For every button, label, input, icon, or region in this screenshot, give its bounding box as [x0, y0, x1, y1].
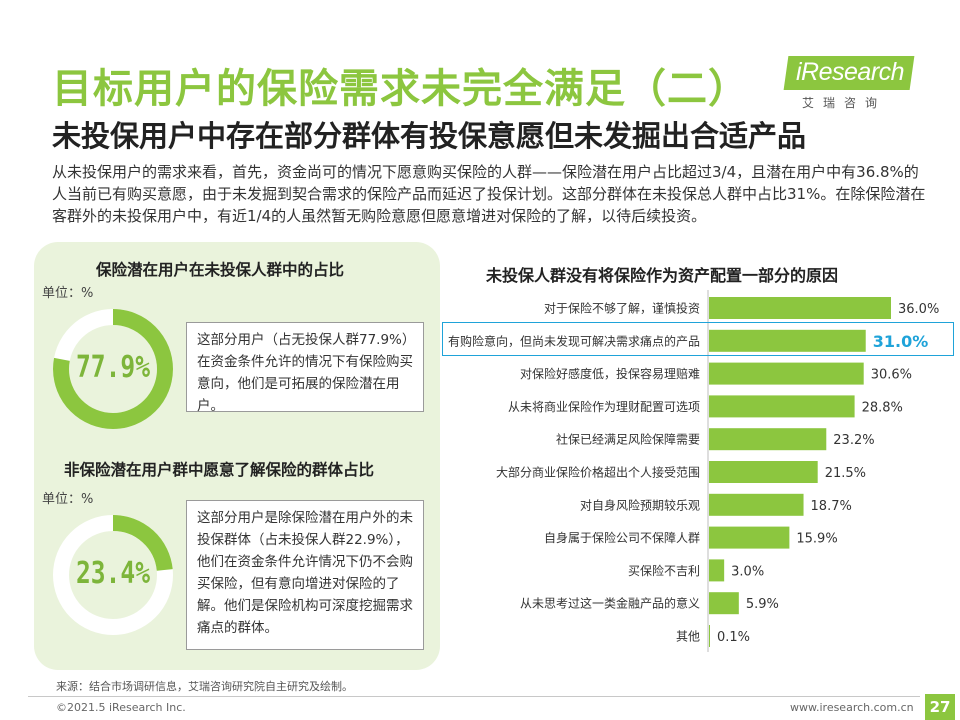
bar: [709, 362, 864, 385]
page-subtitle: 未投保用户中存在部分群体有投保意愿但未发掘出合适产品: [52, 119, 807, 153]
bar: [709, 493, 804, 516]
bar: [709, 297, 891, 319]
panel1-info-box: 这部分用户（占无投保人群77.9%）在资金条件允许的情况下有保险购买意向，他们是…: [186, 322, 424, 414]
panel2-title: 非保险潜在用户群中愿意了解保险的群体占比: [64, 461, 375, 479]
copyright: ©2021.5 iResearch Inc.: [56, 701, 186, 714]
bar: [709, 592, 739, 615]
logo-cn-text: 艾瑞咨询: [802, 96, 887, 110]
panel1-unit: 单位：%: [42, 286, 94, 301]
bar: [709, 461, 818, 483]
panel1-value: 77.9%: [75, 350, 151, 385]
value-label: 23.2%: [833, 433, 874, 448]
category-label: 买保险不吉利: [628, 563, 700, 578]
bar: [709, 329, 866, 352]
value-label: 30.6%: [871, 368, 912, 383]
left-panel: 保险潜在用户在未投保人群中的占比 单位：% 77.9% 这部分用户（占无投保人群…: [34, 242, 440, 670]
value-label: 5.9%: [746, 597, 779, 612]
donut-fill: [53, 309, 173, 429]
panel1-title: 保险潜在用户在未投保人群中的占比: [96, 261, 345, 279]
panel2-value: 23.4%: [75, 556, 151, 591]
page-title: 目标用户的保险需求未完全满足（二）: [52, 66, 749, 112]
value-label: 36.0%: [898, 302, 939, 317]
panel2-info-box: 这部分用户是除保险潜在用户外的未投保群体（占未投保人群22.9%），他们在资金条…: [186, 500, 424, 650]
value-label: 18.7%: [811, 499, 852, 514]
value-label: 31.0%: [873, 332, 929, 351]
category-label: 社保已经满足风险保障需要: [556, 432, 700, 447]
value-label: 3.0%: [731, 564, 764, 579]
iresearch-logo: iResearch 艾瑞咨询: [783, 56, 916, 112]
intro-paragraph: 从未投保用户的需求来看，首先，资金尚可的情况下愿意购买保险的人群——保险潜在用户…: [52, 163, 926, 225]
page-number: 27: [925, 694, 955, 720]
panel2-unit: 单位：%: [42, 492, 94, 507]
value-label: 21.5%: [825, 466, 866, 481]
bar: [709, 428, 827, 451]
bar: [709, 559, 725, 582]
bar: [709, 395, 855, 418]
logo-text: iResearch: [796, 58, 905, 86]
category-label: 对于保险不够了解，谨慎投资: [544, 301, 700, 316]
category-label: 从未将商业保险作为理财配置可选项: [508, 399, 700, 414]
chart-title: 未投保人群没有将保险作为资产配置一部分的原因: [486, 266, 839, 285]
source-note: 来源：结合市场调研信息，艾瑞咨询研究院自主研究及绘制。: [56, 680, 353, 693]
bar: [709, 625, 710, 647]
category-label: 对保险好感度低，投保容易理赔难: [520, 366, 700, 381]
highlight-box: [442, 322, 954, 356]
category-label: 自身属于保险公司不保障人群: [544, 530, 700, 545]
category-label: 其他: [676, 630, 700, 644]
category-label: 大部分商业保险价格超出个人接受范围: [496, 465, 700, 480]
website-link[interactable]: www.iresearch.com.cn: [790, 701, 914, 714]
category-label: 有购险意向，但尚未发现可解决需求痛点的产品: [448, 333, 700, 348]
value-label: 0.1%: [717, 630, 750, 645]
panel2-donut: [53, 515, 173, 635]
value-label: 28.8%: [862, 400, 903, 415]
category-label: 从未思考过这一类金融产品的意义: [520, 596, 700, 611]
bar-chart: 对于保险不够了解，谨慎投资 36.0% 有购险意向，但尚未发现可解决需求痛点的产品 3…: [448, 290, 939, 652]
panel1-donut: [53, 309, 173, 429]
value-label: 15.9%: [796, 532, 837, 547]
donut-fill: [53, 515, 173, 635]
category-label: 对自身风险预期较乐观: [580, 497, 700, 512]
footer-divider: [28, 696, 920, 697]
bar: [709, 526, 790, 549]
